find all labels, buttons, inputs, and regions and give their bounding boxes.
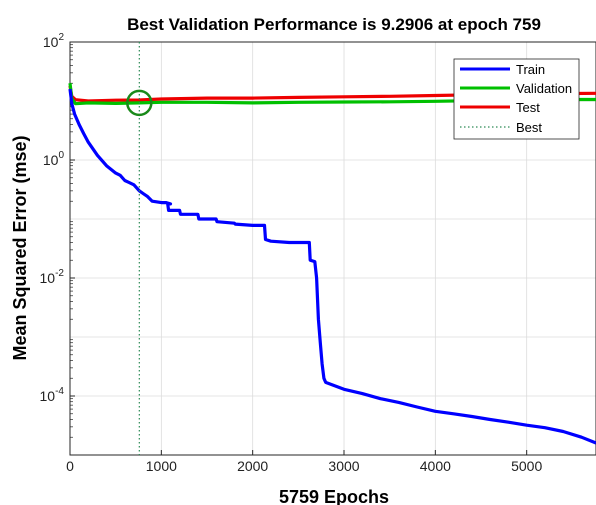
series-line-train	[68, 88, 596, 445]
legend-label-validation: Validation	[516, 81, 572, 96]
y-tick-label: 100	[43, 150, 65, 168]
x-tick-label: 0	[66, 458, 74, 474]
x-tick-label: 4000	[420, 458, 451, 474]
y-axis-label: Mean Squared Error (mse)	[10, 135, 30, 360]
legend-label-train: Train	[516, 62, 545, 77]
x-tick-label: 3000	[328, 458, 359, 474]
best-point-marker	[126, 89, 153, 117]
plot-area-frame	[69, 41, 596, 456]
y-tick-label: 10-2	[40, 268, 65, 286]
x-axis-ticks: 0 1000 2000 3000 4000 5000	[66, 450, 542, 474]
legend-box	[453, 58, 580, 140]
y-axis-ticks: 102 100 10-2 10-4	[40, 32, 75, 438]
x-axis-label: 5759 Epochs	[279, 487, 389, 505]
x-tick-label: 2000	[237, 458, 268, 474]
legend-label-best: Best	[516, 120, 542, 135]
chart-title: Best Validation Performance is 9.2906 at…	[127, 15, 541, 34]
x-tick-label: 5000	[511, 458, 542, 474]
y-tick-label: 102	[43, 32, 65, 50]
legend: Train Validation Test Best	[453, 58, 580, 140]
x-tick-label: 1000	[146, 458, 177, 474]
legend-label-test: Test	[516, 100, 540, 115]
y-tick-label: 10-4	[40, 386, 65, 404]
